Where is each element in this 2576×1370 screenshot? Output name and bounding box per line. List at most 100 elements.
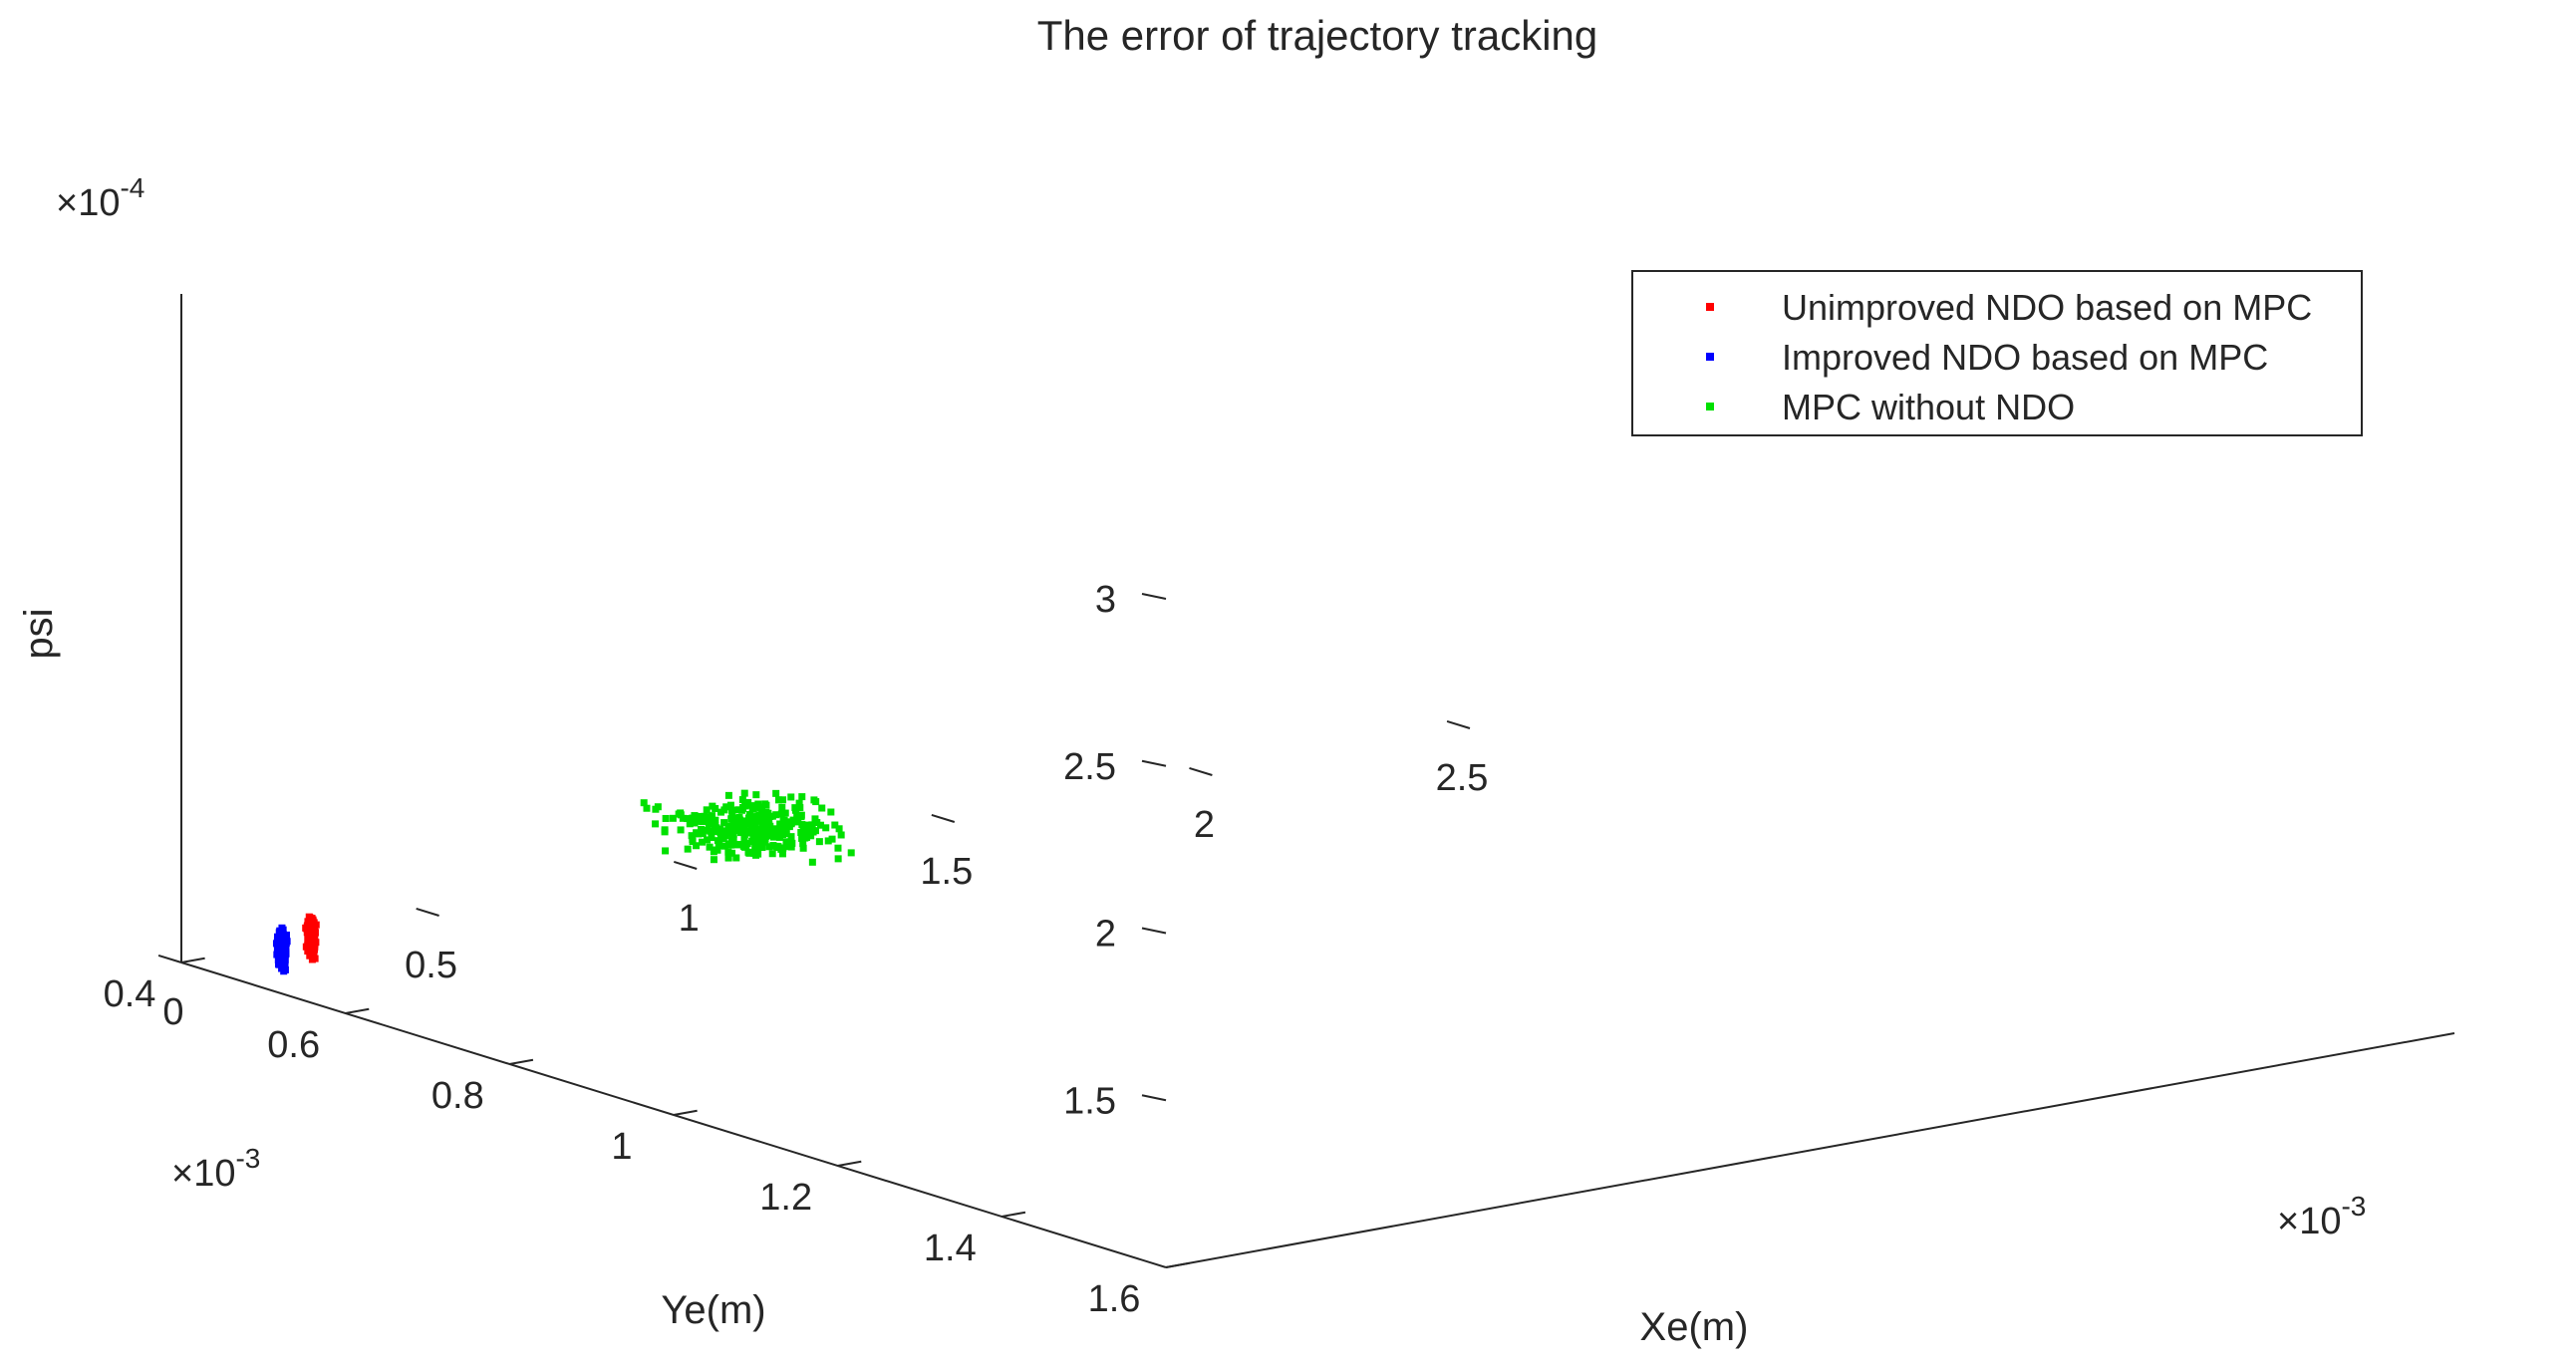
data-point [822, 824, 830, 832]
data-point [727, 838, 735, 846]
data-point [652, 820, 660, 828]
axes [157, 294, 2455, 1268]
z-tick-label: 2 [1095, 914, 1116, 956]
x-tick-label: 1 [679, 898, 700, 940]
data-point [798, 834, 806, 842]
data-point [716, 829, 724, 837]
data-point [714, 846, 721, 854]
data-point [815, 838, 823, 846]
legend: Unimproved NDO based on MPC Improved NDO … [1631, 270, 2363, 436]
data-point [750, 813, 758, 821]
data-point [693, 842, 701, 850]
data-point [762, 828, 770, 836]
data-point [693, 829, 701, 837]
data-point [724, 853, 732, 861]
data-point [796, 804, 804, 812]
data-point [768, 812, 776, 820]
data-point [704, 815, 712, 823]
data-point [306, 946, 314, 954]
data-point [699, 830, 707, 838]
data-point [748, 838, 756, 846]
data-point [769, 842, 777, 850]
data-point [808, 821, 816, 829]
data-point [306, 922, 314, 930]
data-point [724, 825, 732, 833]
data-point [798, 793, 806, 801]
data-point [747, 821, 755, 829]
data-point [716, 808, 724, 816]
data-point [689, 838, 697, 846]
series-2 [272, 924, 291, 975]
data-point [773, 828, 781, 836]
data-point [754, 817, 762, 825]
data-point [803, 833, 811, 841]
data-point [279, 951, 287, 959]
data-point [798, 821, 806, 829]
data-point [696, 812, 704, 820]
data-point [277, 928, 285, 936]
x-tick-label: 1.5 [920, 851, 973, 893]
data-point [744, 799, 752, 807]
data-point [778, 828, 786, 836]
data-point [721, 832, 729, 840]
data-point [758, 807, 766, 815]
data-point [712, 821, 719, 829]
data-point [731, 823, 739, 831]
data-point [686, 820, 694, 828]
data-point [751, 821, 759, 829]
data-point [793, 811, 801, 819]
data-point [661, 828, 669, 836]
data-point [817, 821, 825, 829]
data-point [788, 839, 796, 847]
data-point [755, 834, 763, 842]
data-point [752, 831, 760, 839]
data-point [788, 818, 796, 826]
data-point [720, 827, 728, 835]
data-point [768, 832, 776, 840]
data-point [779, 844, 787, 852]
x-tick-label: 0.5 [405, 945, 457, 986]
data-point [813, 819, 821, 827]
data-point [308, 927, 316, 935]
data-point [738, 796, 746, 804]
data-point [781, 809, 789, 817]
z-tick-label: 1.5 [1063, 1080, 1116, 1122]
y-exponent-label: ×10-3 [171, 1143, 260, 1195]
series-1 [302, 913, 320, 963]
data-point [654, 803, 662, 811]
data-point [699, 838, 707, 846]
data-point [831, 821, 839, 829]
data-point [799, 840, 807, 848]
y-tick-label: 1 [611, 1126, 632, 1168]
data-point [728, 812, 736, 820]
x-tick-mark [1189, 766, 1213, 776]
data-point [707, 827, 715, 835]
x-tick-label: 2.5 [1436, 757, 1489, 799]
data-point [752, 791, 760, 799]
data-point [708, 814, 716, 822]
axis-text: 0 0.5 1 1.5 2 2.5 0.4 0.6 0.8 1 1.2 1.4 1.6 1.5 2 2.5 3 X… [17, 172, 2366, 1349]
data-point [704, 836, 712, 844]
x-tick-label: 0 [162, 991, 183, 1033]
data-point [679, 814, 687, 822]
data-point [310, 953, 318, 960]
data-point [720, 819, 728, 827]
legend-box [1631, 270, 2363, 436]
y-axis-label: Ye(m) [661, 1288, 765, 1332]
y-tick-mark [1165, 1261, 1190, 1268]
data-point [811, 815, 819, 823]
data-point [302, 943, 310, 951]
data-point [712, 816, 719, 824]
data-point [818, 804, 826, 812]
data-point [827, 808, 835, 816]
data-point [714, 837, 721, 845]
data-point [778, 803, 786, 811]
legend-marker [1706, 353, 1714, 361]
data-point [751, 825, 759, 833]
data-point [794, 818, 802, 826]
data-point [307, 940, 315, 948]
data-point [773, 844, 781, 852]
y-tick-label: 0.6 [267, 1024, 320, 1066]
y-tick-mark [509, 1058, 534, 1065]
data-point [732, 841, 740, 849]
